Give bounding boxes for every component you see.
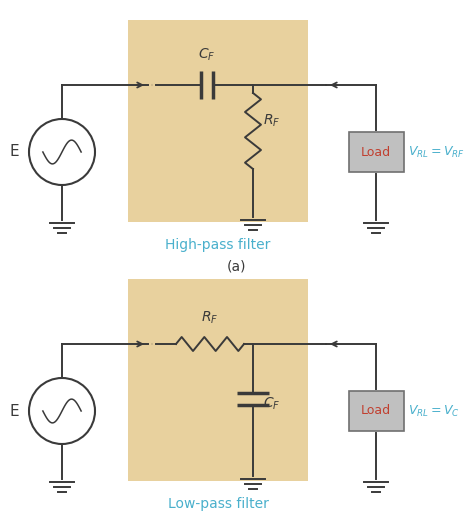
Text: $R_F$: $R_F$ <box>263 113 280 129</box>
Text: High-pass filter: High-pass filter <box>165 238 271 252</box>
Text: Load: Load <box>361 146 391 159</box>
Text: $R_F$: $R_F$ <box>201 310 219 326</box>
Bar <box>128 279 308 481</box>
Bar <box>128 20 308 222</box>
Text: (a): (a) <box>227 260 247 274</box>
Text: $C_F$: $C_F$ <box>198 47 216 63</box>
Bar <box>349 391 404 431</box>
Text: $V_{RL} = V_{RF}$: $V_{RL} = V_{RF}$ <box>408 145 465 160</box>
Text: $C_F$: $C_F$ <box>263 396 281 412</box>
Text: Low-pass filter: Low-pass filter <box>168 497 268 511</box>
Text: $V_{RL} = V_C$: $V_{RL} = V_C$ <box>408 404 460 419</box>
Text: E: E <box>9 404 19 419</box>
Bar <box>349 132 404 172</box>
Text: E: E <box>9 145 19 160</box>
Text: Load: Load <box>361 405 391 418</box>
